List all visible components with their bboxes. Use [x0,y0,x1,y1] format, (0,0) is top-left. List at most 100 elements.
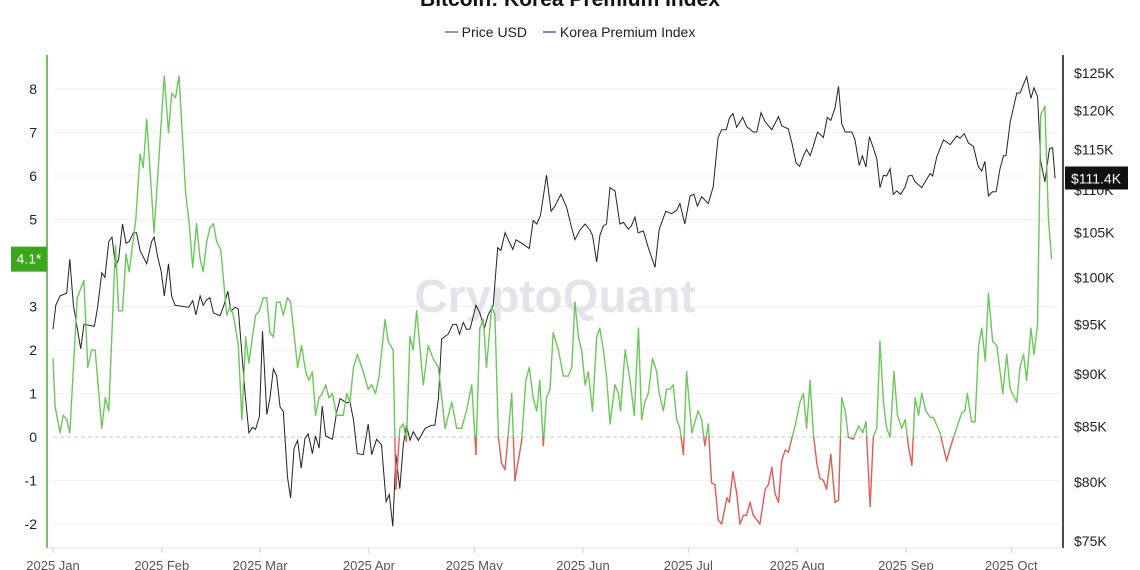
premium-line-segment [633,327,640,416]
premium-line-segment [987,292,994,342]
legend-swatch-premium [542,31,556,33]
premium-line-segment [258,297,264,312]
premium-line-segment [720,497,728,525]
premium-line-segment [392,349,396,438]
premium-line-segment [651,358,658,373]
premium-line-segment [685,371,693,434]
premium-line-segment [272,301,278,338]
premium-line-segment [394,436,397,490]
current-premium-badge-label: 4.1* [17,251,42,267]
x-tick-label: 2025 Aug [770,558,825,570]
premium-line-segment [1044,105,1050,221]
premium-line-segment [932,416,941,434]
premium-line-segment [759,488,766,525]
premium-line-segment [700,418,705,438]
premium-line-segment [914,397,920,416]
chart-title: Bitcoin: Korea Premium Index [0,0,1140,12]
premium-line-segment [745,501,751,516]
premium-line-segment [412,310,418,351]
premium-line-segment [996,344,1004,395]
premium-line-segment [647,358,654,395]
premium-line-segment [362,371,369,390]
premium-line-segment [321,384,327,395]
premium-line-segment [732,471,738,495]
legend-label-price: Price USD [461,24,528,40]
premium-line-segment [966,392,973,423]
legend-item-premium[interactable]: Korea Premium Index [542,24,695,40]
premium-line-segment [289,301,299,369]
x-tick-label: 2025 Oct [985,558,1038,570]
premium-line-segment [977,327,983,347]
premium-line-segment [896,414,903,429]
premium-line-segment [904,418,909,438]
premium-line-segment [352,353,359,369]
premium-line-segment [371,384,377,395]
premium-line-segment [232,314,240,347]
premium-line-segment [153,123,162,234]
premium-line-segment [682,436,685,456]
premium-line-segment [545,388,551,399]
premium-line-segment [580,349,586,386]
premium-line-segment [872,427,878,438]
x-tick-label: 2025 Jul [664,558,713,570]
premium-line-segment [415,310,425,386]
premium-line-segment [882,401,888,429]
premium-line-segment [683,371,688,438]
premium-line-segment [432,358,440,369]
premium-line-segment [557,349,565,377]
premium-line-segment [83,279,89,369]
premium-line-segment [482,318,488,369]
premium-line-segment [54,405,61,434]
premium-line-segment [266,297,271,334]
premium-line-segment [244,336,250,364]
premium-line-segment [367,384,373,390]
premium-line-segment [869,436,874,508]
premium-line-segment [595,327,601,338]
x-tick-label: 2025 Jan [26,558,80,570]
premium-line-segment [619,349,626,412]
premium-line-segment [121,253,127,312]
premium-line-segment [691,410,699,434]
premium-line-segment [325,384,330,399]
premium-line-segment [328,392,334,399]
x-tick-label: 2025 Apr [343,558,396,570]
premium-line-segment [609,384,616,425]
premium-line-segment [226,305,231,316]
left-tick-label: -1 [25,473,38,489]
premium-line-segment [286,297,292,303]
premium-line-segment [1002,353,1008,395]
premium-line-segment [644,392,649,403]
premium-line-segment [577,336,583,351]
premium-line-segment [802,392,808,429]
premium-line-segment [101,397,106,429]
premium-line-segment [949,436,955,449]
premium-line-segment [658,392,665,412]
premium-line-segment [837,436,842,501]
premium-line-segment [954,412,963,434]
premium-line-segment [305,371,310,382]
premium-line-segment [1022,353,1028,382]
premium-line-segment [889,371,895,438]
premium-line-segment [59,414,64,434]
premium-line-segment [108,244,117,412]
premium-line-segment [206,227,211,242]
watermark: CryptoQuant [414,270,695,322]
premium-line-segment [805,379,811,429]
premium-line-segment [549,331,554,390]
x-tick-label: 2025 Mar [233,558,289,570]
premium-line-segment [767,466,773,486]
premium-line-segment [945,447,951,462]
legend-item-price[interactable]: Price USD [444,24,528,40]
premium-line-segment [514,440,523,482]
left-tick-label: -2 [25,516,38,532]
premium-line-segment [921,392,927,412]
premium-line-segment [349,366,355,403]
premium-line-segment [69,297,78,434]
legend: Price USD Korea Premium Index [0,20,1140,40]
premium-line-segment [925,410,931,419]
premium-line-segment [865,436,871,508]
right-tick-label: $95K [1074,316,1107,332]
premium-line-segment [799,392,805,403]
premium-line-segment [195,223,201,260]
premium-line-segment [184,192,190,225]
